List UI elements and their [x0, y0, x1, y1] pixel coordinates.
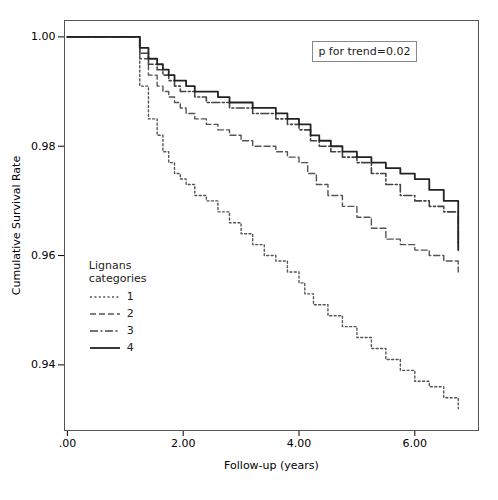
svg-text:0.98: 0.98 — [31, 140, 56, 153]
svg-text:.00: .00 — [59, 437, 77, 450]
svg-text:Follow-up (years): Follow-up (years) — [224, 459, 319, 472]
svg-text:1.00: 1.00 — [31, 30, 56, 43]
html-text:p for trend=0.02: p for trend=0.02 — [318, 44, 411, 58]
svg-text:2.00: 2.00 — [171, 437, 196, 450]
html-text:2: 2 — [126, 307, 134, 321]
svg-text:4.00: 4.00 — [287, 437, 312, 450]
html-text:3: 3 — [126, 324, 134, 338]
html-text:4: 4 — [126, 341, 134, 355]
svg-text:0.94: 0.94 — [31, 358, 56, 371]
svg-text:6.00: 6.00 — [403, 437, 428, 450]
svg-text:0.96: 0.96 — [31, 249, 56, 262]
html-text:1: 1 — [126, 290, 134, 304]
svg-text:Cumulative Survival Rate: Cumulative Survival Rate — [10, 156, 23, 296]
html-text:Lignans categories: Lignans categories — [88, 259, 147, 286]
